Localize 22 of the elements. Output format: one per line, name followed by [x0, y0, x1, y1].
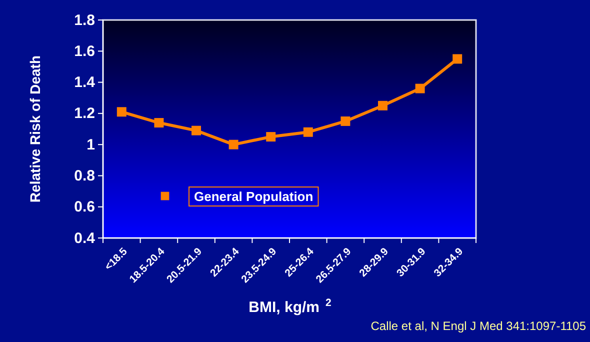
- point: [192, 126, 201, 136]
- y-tick-label: 0.4: [74, 230, 96, 247]
- point: [378, 100, 388, 110]
- text: Calle et al, N Engl J Med 341:1097-1105: [370, 319, 586, 333]
- legend-label: General Population: [194, 189, 314, 204]
- point: [154, 118, 164, 128]
- point: [228, 140, 238, 150]
- point: [116, 107, 126, 117]
- y-tick-label: 0.8: [74, 168, 95, 185]
- x-axis-title: BMI, kg/m$^{2}$: [248, 297, 332, 316]
- point: [266, 132, 276, 142]
- point: [303, 127, 313, 137]
- point: [415, 84, 425, 94]
- y-tick-label: 1: [86, 136, 95, 154]
- y-tick-label: 1.4: [74, 74, 96, 92]
- y-tick-label: 0.6: [74, 198, 95, 216]
- y-tick-label: 1.8: [74, 12, 95, 29]
- y-tick-label: 1.6: [74, 42, 95, 60]
- y-tick-label: 1.2: [74, 105, 95, 122]
- y-axis-title: Relative Risk of Death: [27, 55, 43, 203]
- point: [452, 54, 462, 64]
- point: [340, 116, 350, 126]
